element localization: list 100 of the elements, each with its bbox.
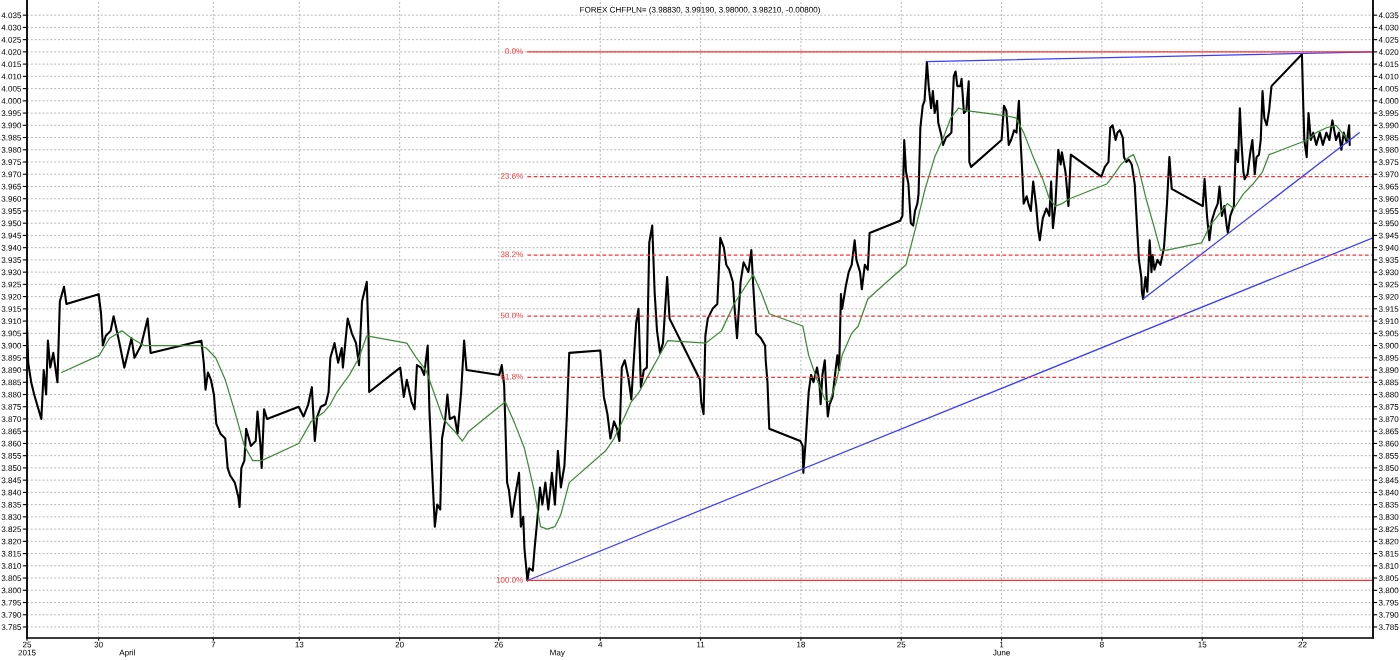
- y2-tick-label: 3.875: [1378, 404, 1399, 410]
- y-tick-label: 4.005: [1, 85, 22, 92]
- y2-tick-label: 3.910: [1378, 318, 1399, 325]
- y-tick-label: 3.970: [1, 171, 22, 178]
- x-tick-label: 25: [22, 641, 32, 648]
- y-tick-label: 3.865: [1, 428, 22, 435]
- y2-tick-label: 3.980: [1378, 147, 1399, 153]
- x-tick-label: 11: [697, 641, 705, 648]
- y2-tick-label: 3.860: [1378, 440, 1399, 447]
- series-label: 100.0%: [496, 576, 523, 583]
- y-tick-label: 3.930: [1, 269, 22, 276]
- x-tick-label: 18: [797, 641, 806, 648]
- y-tick-label: 4.015: [1, 61, 22, 68]
- y-tick-label: 3.815: [1, 550, 22, 557]
- series-label: 0.0%: [505, 48, 523, 55]
- series-label: 23.6%: [500, 173, 523, 179]
- x-tick-label: 13: [295, 641, 304, 648]
- y-tick-label: 3.860: [1, 440, 22, 447]
- y2-tick-label: 3.855: [1378, 452, 1399, 459]
- y2-tick-label: 3.965: [1378, 183, 1399, 190]
- x-tick-label: 20: [395, 641, 404, 648]
- y2-tick-label: 3.920: [1378, 293, 1399, 300]
- series-label: 38.2%: [500, 251, 523, 258]
- y2-tick-label: 3.960: [1378, 196, 1399, 202]
- y-tick-label: 3.850: [1, 465, 22, 471]
- y-tick-label: 3.915: [1, 306, 22, 312]
- y-tick-label: 3.920: [1, 293, 22, 300]
- y2-tick-label: 3.990: [1378, 122, 1399, 129]
- y-tick-label: 3.855: [1, 452, 22, 459]
- y2-tick-label: 3.905: [1378, 330, 1399, 337]
- y-tick-label: 3.805: [1, 575, 22, 582]
- y2-tick-label: 3.940: [1378, 244, 1399, 251]
- y2-tick-label: 3.845: [1378, 477, 1399, 484]
- y2-tick-label: 3.995: [1378, 110, 1399, 117]
- x2-tick-label: April: [119, 649, 135, 658]
- y2-tick-label: 3.925: [1378, 281, 1399, 288]
- y-tick-label: 4.020: [1, 49, 22, 55]
- y-tick-label: 3.835: [1, 501, 22, 508]
- y-tick-label: 3.980: [1, 147, 22, 153]
- y2-tick-label: 3.945: [1378, 232, 1399, 239]
- y2-tick-label: 4.035: [1378, 12, 1399, 19]
- y-tick-label: 4.030: [1, 24, 22, 31]
- y-tick-label: 3.985: [1, 134, 22, 141]
- y2-tick-label: 3.890: [1378, 367, 1399, 374]
- x-tick-label: 25: [897, 641, 906, 648]
- y2-tick-label: 3.815: [1378, 550, 1399, 557]
- y2-tick-label: 3.955: [1378, 208, 1399, 214]
- y2-tick-label: 4.010: [1378, 73, 1399, 80]
- y2-tick-label: 3.870: [1378, 416, 1399, 422]
- x-tick-label: 15: [1198, 641, 1207, 648]
- y-tick-label: 4.025: [1, 36, 22, 43]
- y-tick-label: 3.925: [1, 281, 22, 288]
- x-tick-label: 1: [999, 641, 1004, 648]
- y-tick-label: 3.895: [1, 355, 22, 361]
- x-tick-label: 30: [94, 641, 103, 648]
- y-tick-label: 3.840: [1, 489, 22, 496]
- y-tick-label: 3.950: [1, 220, 22, 227]
- y-tick-label: 3.790: [1, 612, 22, 618]
- y-tick-label: 3.890: [1, 367, 22, 374]
- y2-tick-label: 3.805: [1378, 575, 1399, 582]
- y-tick-label: 3.965: [1, 183, 22, 190]
- y2-tick-label: 4.000: [1378, 98, 1399, 104]
- y2-tick-label: 3.830: [1378, 514, 1399, 520]
- y2-tick-label: 3.970: [1378, 171, 1399, 178]
- y-tick-label: 3.975: [1, 159, 22, 166]
- y2-tick-label: 4.030: [1378, 24, 1399, 31]
- y2-tick-label: 3.885: [1378, 379, 1399, 386]
- y-tick-label: 4.000: [1, 98, 22, 104]
- y-tick-label: 3.960: [1, 196, 22, 202]
- y2-tick-label: 4.005: [1378, 85, 1399, 92]
- y2-tick-label: 3.795: [1378, 599, 1399, 606]
- y-tick-label: 3.910: [1, 318, 22, 325]
- y2-tick-label: 3.950: [1378, 220, 1399, 227]
- text: FOREX CHFPLN= (3.98830, 3.99190, 3.98000, 3.98210, -0.00800): [580, 6, 820, 15]
- y-tick-label: 3.940: [1, 244, 22, 251]
- y2-tick-label: 3.975: [1378, 159, 1399, 166]
- y2-tick-label: 3.985: [1378, 134, 1399, 141]
- y-tick-label: 4.010: [1, 73, 22, 80]
- y-tick-label: 3.810: [1, 563, 22, 569]
- y2-tick-label: 3.840: [1378, 489, 1399, 496]
- y2-tick-label: 3.825: [1378, 526, 1399, 533]
- y2-tick-label: 3.785: [1378, 624, 1399, 630]
- y-tick-label: 3.905: [1, 330, 22, 337]
- y-tick-label: 3.885: [1, 379, 22, 386]
- y2-tick-label: 3.900: [1378, 342, 1399, 349]
- series-label: 50.0%: [500, 312, 523, 319]
- y-tick-label: 3.995: [1, 110, 22, 117]
- y2-tick-label: 3.810: [1378, 563, 1399, 569]
- x2-tick-label: May: [550, 649, 565, 658]
- y-tick-label: 3.990: [1, 122, 22, 129]
- y-tick-label: 3.820: [1, 538, 22, 545]
- y2-tick-label: 3.930: [1378, 269, 1399, 276]
- y-tick-label: 3.900: [1, 342, 22, 349]
- y2-tick-label: 3.850: [1378, 465, 1399, 471]
- y2-tick-label: 4.025: [1378, 36, 1399, 43]
- y2-tick-label: 3.935: [1378, 257, 1399, 263]
- y2-tick-label: 3.915: [1378, 306, 1399, 312]
- y-tick-label: 3.795: [1, 599, 22, 606]
- y-tick-label: 3.845: [1, 477, 22, 484]
- y2-tick-label: 3.790: [1378, 612, 1399, 618]
